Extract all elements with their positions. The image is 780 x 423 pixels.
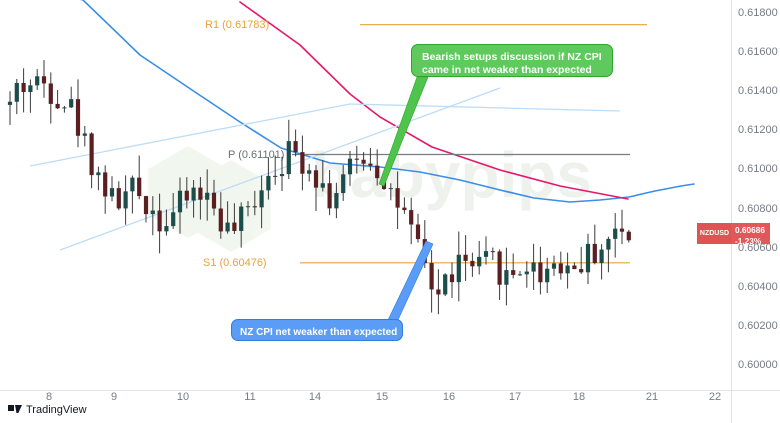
svg-text:P (0.61101): P (0.61101) <box>228 149 284 161</box>
svg-text:R1 (0.61783): R1 (0.61783) <box>205 19 269 31</box>
svg-text:S1 (0.60476): S1 (0.60476) <box>203 257 267 269</box>
